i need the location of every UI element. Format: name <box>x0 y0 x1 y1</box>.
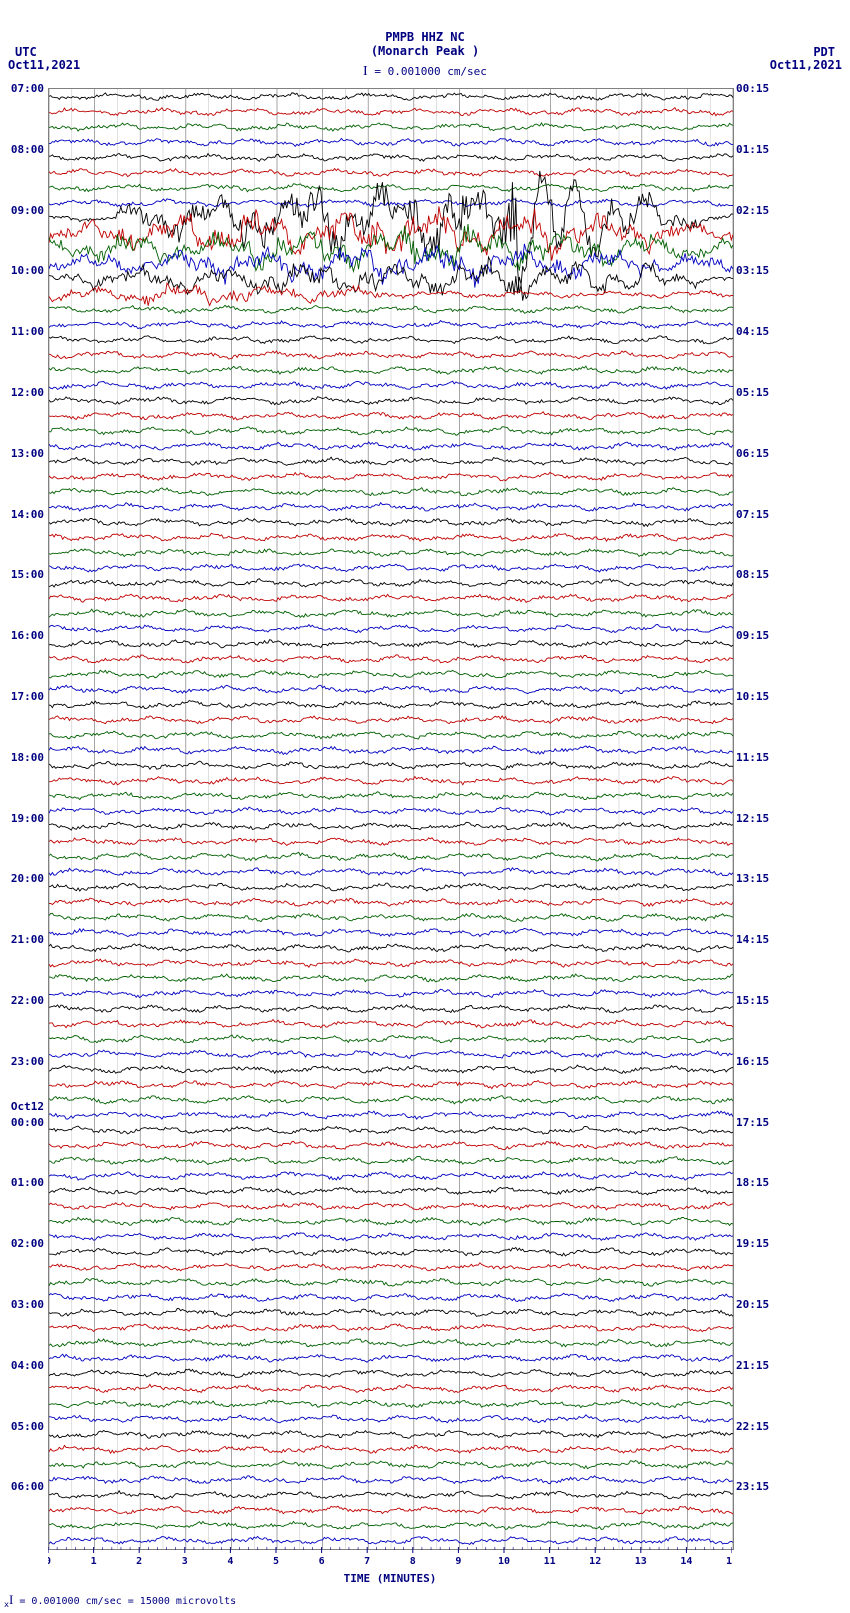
left-hour-label: Oct12 <box>11 1100 44 1113</box>
x-axis-ticks: 0123456789101112131415 <box>48 1547 732 1567</box>
right-hour-label: 05:15 <box>736 386 769 399</box>
svg-text:7: 7 <box>364 1556 370 1567</box>
x-axis-label: TIME (MINUTES) <box>48 1572 732 1585</box>
seismogram-svg <box>49 89 733 1549</box>
svg-text:5: 5 <box>273 1556 279 1567</box>
left-hour-label: 03:00 <box>11 1298 44 1311</box>
seismogram-plot <box>48 88 734 1550</box>
right-hour-label: 13:15 <box>736 872 769 885</box>
svg-text:8: 8 <box>410 1556 416 1567</box>
right-hour-label: 01:15 <box>736 143 769 156</box>
left-hour-label: 04:00 <box>11 1359 44 1372</box>
left-hour-label: 19:00 <box>11 812 44 825</box>
svg-text:10: 10 <box>498 1556 510 1567</box>
left-hour-label: 08:00 <box>11 143 44 156</box>
left-hour-label: 10:00 <box>11 264 44 277</box>
svg-text:1: 1 <box>91 1556 97 1567</box>
timezone-left: UTC <box>15 45 37 59</box>
right-hour-label: 14:15 <box>736 933 769 946</box>
right-hour-label: 11:15 <box>736 751 769 764</box>
left-hour-label: 01:00 <box>11 1176 44 1189</box>
left-hour-label: 15:00 <box>11 568 44 581</box>
left-hour-label: 18:00 <box>11 751 44 764</box>
left-hour-label: 07:00 <box>11 82 44 95</box>
right-hour-label: 10:15 <box>736 690 769 703</box>
right-hour-label: 18:15 <box>736 1176 769 1189</box>
svg-text:15: 15 <box>726 1556 732 1567</box>
right-hour-label: 20:15 <box>736 1298 769 1311</box>
svg-text:14: 14 <box>680 1556 692 1567</box>
left-hour-label: 23:00 <box>11 1055 44 1068</box>
right-hour-label: 08:15 <box>736 568 769 581</box>
left-hour-label: 20:00 <box>11 872 44 885</box>
station-name: (Monarch Peak ) <box>0 44 850 58</box>
right-hour-label: 02:15 <box>736 204 769 217</box>
left-hour-label: 09:00 <box>11 204 44 217</box>
svg-text:12: 12 <box>589 1556 601 1567</box>
left-hour-label: 12:00 <box>11 386 44 399</box>
footer-scale: xI = 0.001000 cm/sec = 15000 microvolts <box>4 1592 236 1609</box>
svg-text:4: 4 <box>227 1556 233 1567</box>
timezone-right: PDT <box>813 45 835 59</box>
left-hour-label: 00:00 <box>11 1116 44 1129</box>
left-hour-label: 21:00 <box>11 933 44 946</box>
right-hour-label: 23:15 <box>736 1480 769 1493</box>
date-right: Oct11,2021 <box>770 58 842 72</box>
right-hour-label: 15:15 <box>736 994 769 1007</box>
left-hour-label: 22:00 <box>11 994 44 1007</box>
date-left: Oct11,2021 <box>8 58 80 72</box>
left-hour-label: 16:00 <box>11 629 44 642</box>
svg-text:2: 2 <box>136 1556 142 1567</box>
right-hour-label: 12:15 <box>736 812 769 825</box>
right-hour-label: 19:15 <box>736 1237 769 1250</box>
right-hour-label: 21:15 <box>736 1359 769 1372</box>
svg-text:6: 6 <box>319 1556 325 1567</box>
right-hour-label: 00:15 <box>736 82 769 95</box>
svg-text:3: 3 <box>182 1556 188 1567</box>
right-hour-label: 03:15 <box>736 264 769 277</box>
svg-text:0: 0 <box>48 1556 51 1567</box>
left-hour-label: 06:00 <box>11 1480 44 1493</box>
right-hour-label: 16:15 <box>736 1055 769 1068</box>
svg-text:13: 13 <box>635 1556 647 1567</box>
left-hour-label: 13:00 <box>11 447 44 460</box>
left-hour-label: 05:00 <box>11 1420 44 1433</box>
station-code: PMPB HHZ NC <box>0 30 850 44</box>
seismogram-container: PMPB HHZ NC (Monarch Peak ) I = 0.001000… <box>0 0 850 1613</box>
right-hour-label: 04:15 <box>736 325 769 338</box>
right-hour-labels: 00:1501:1502:1503:1504:1505:1506:1507:15… <box>734 88 844 1548</box>
left-hour-label: 14:00 <box>11 508 44 521</box>
scale-indicator: I = 0.001000 cm/sec <box>0 64 850 80</box>
right-hour-label: 07:15 <box>736 508 769 521</box>
left-hour-label: 02:00 <box>11 1237 44 1250</box>
svg-text:9: 9 <box>455 1556 461 1567</box>
left-hour-label: 17:00 <box>11 690 44 703</box>
left-hour-labels: 07:0008:0009:0010:0011:0012:0013:0014:00… <box>0 88 46 1548</box>
left-hour-label: 11:00 <box>11 325 44 338</box>
right-hour-label: 22:15 <box>736 1420 769 1433</box>
svg-text:11: 11 <box>544 1556 556 1567</box>
right-hour-label: 09:15 <box>736 629 769 642</box>
right-hour-label: 06:15 <box>736 447 769 460</box>
right-hour-label: 17:15 <box>736 1116 769 1129</box>
